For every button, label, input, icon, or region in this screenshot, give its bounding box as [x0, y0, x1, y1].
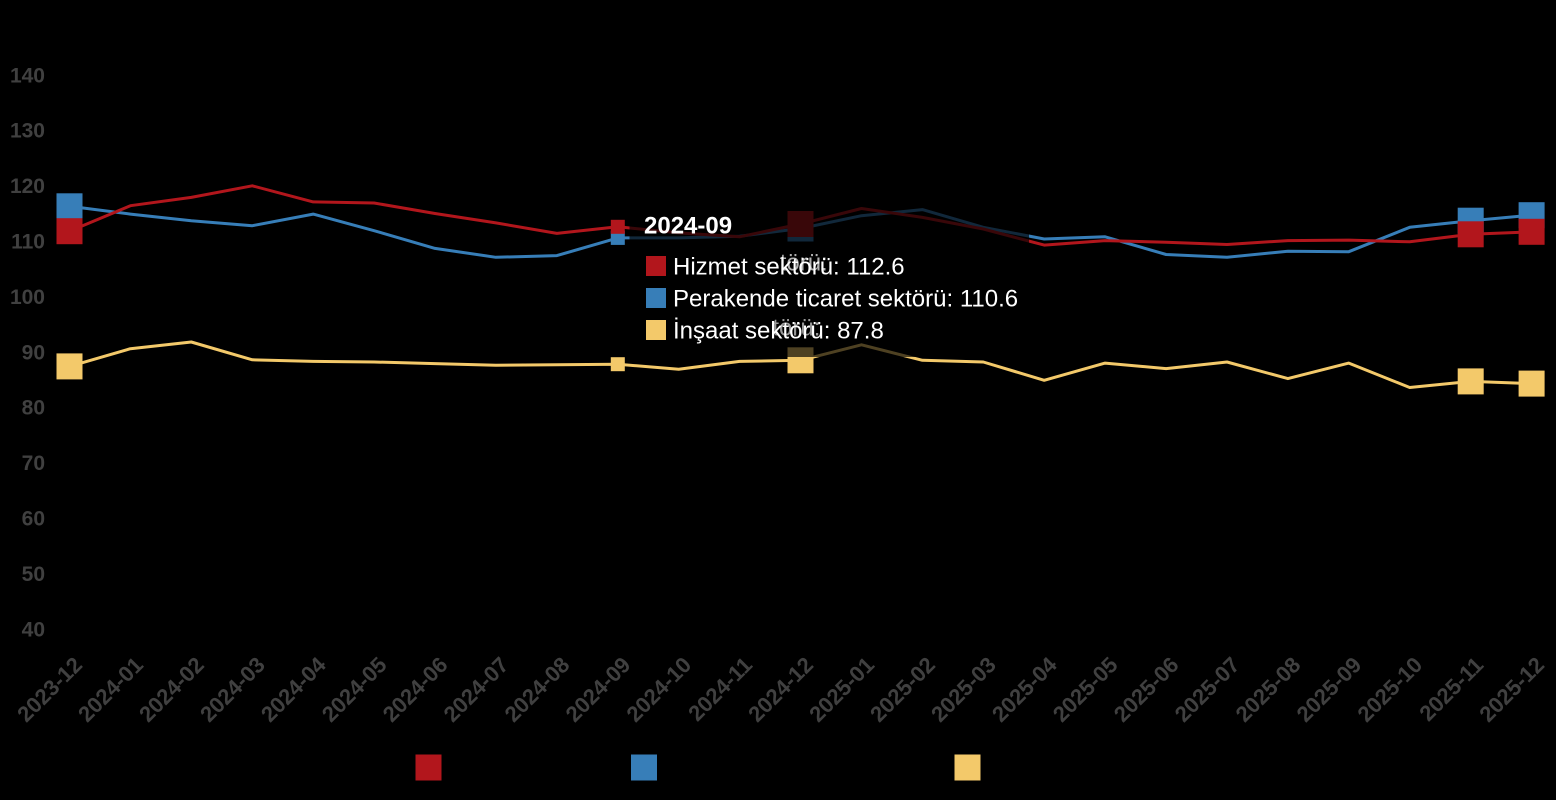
svg-text:60: 60: [22, 508, 45, 531]
svg-text:110: 110: [11, 231, 45, 254]
svg-text:Perakende ticaret sektörü: 110: Perakende ticaret sektörü: 110.6: [673, 285, 1018, 312]
svg-text:törü:: törü:: [780, 249, 828, 276]
svg-text:İnşaat sektörü: 87.8: İnşaat sektörü: 87.8: [673, 317, 884, 344]
svg-text:130: 130: [10, 120, 45, 143]
svg-text:90: 90: [22, 341, 45, 364]
svg-text:Hizmet sektörü: 112.6: Hizmet sektörü: 112.6: [673, 253, 905, 280]
svg-text:80: 80: [22, 397, 45, 420]
svg-text:70: 70: [22, 452, 45, 475]
svg-text:100: 100: [10, 286, 45, 309]
svg-text:50: 50: [22, 563, 45, 586]
svg-text:120: 120: [10, 175, 45, 198]
svg-text:2024-09: 2024-09: [644, 213, 732, 240]
svg-text:40: 40: [22, 618, 45, 641]
svg-text:törü:: törü:: [772, 314, 820, 341]
svg-text:140: 140: [10, 64, 45, 87]
